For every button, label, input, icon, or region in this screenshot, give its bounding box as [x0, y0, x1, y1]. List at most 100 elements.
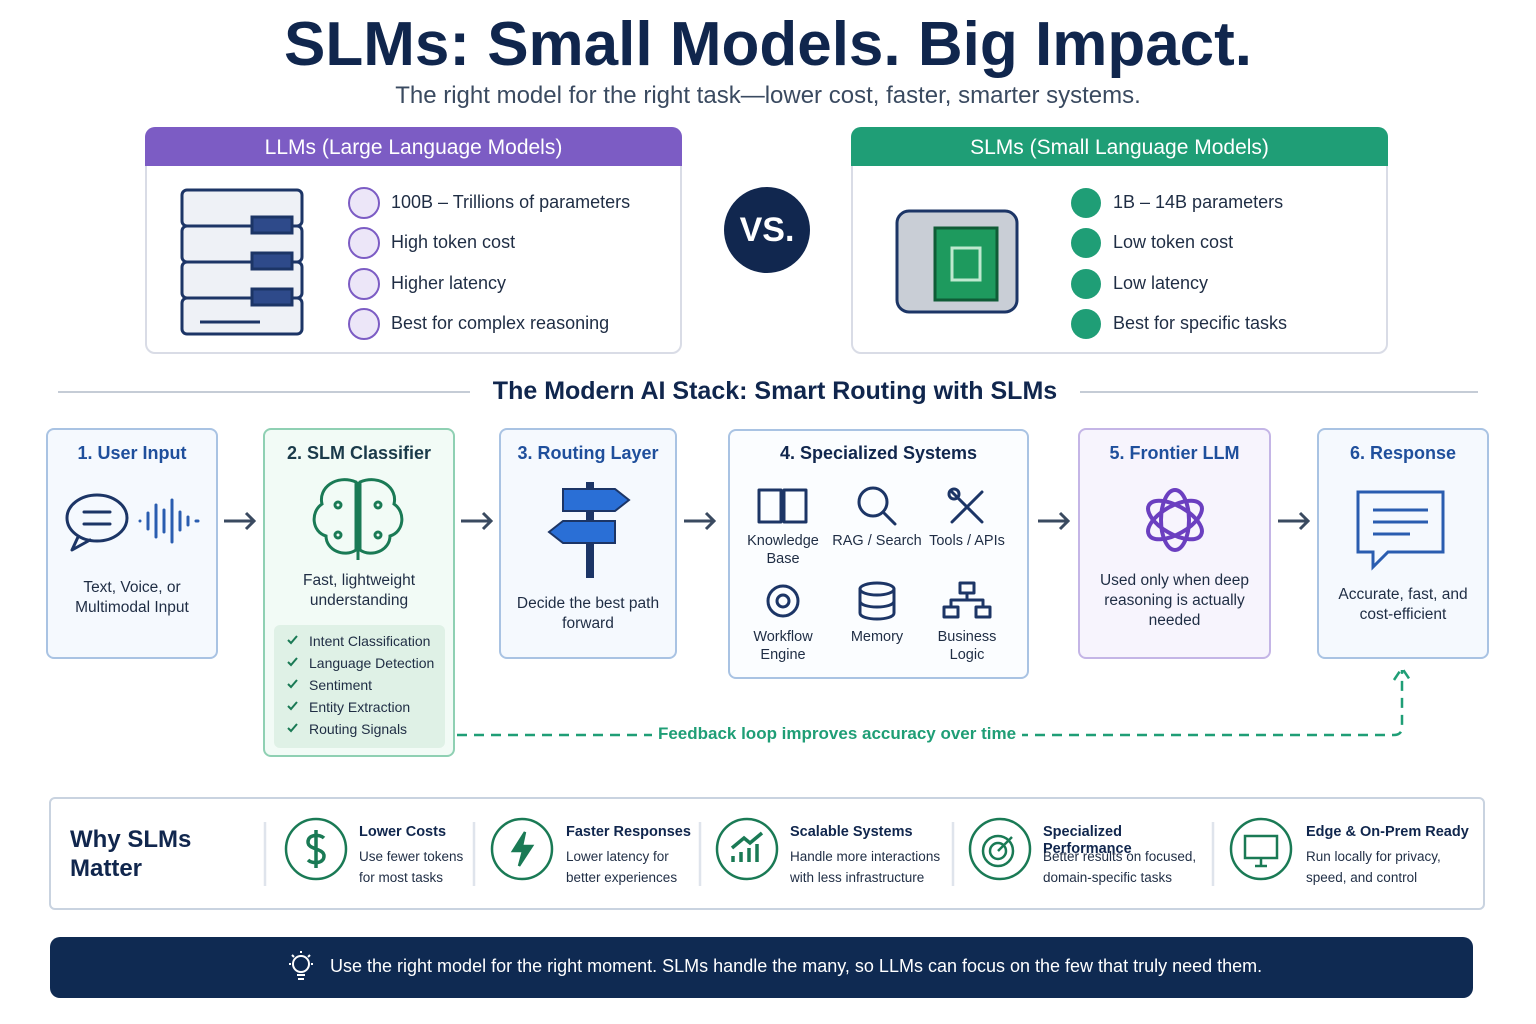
step-title: 3. Routing Layer	[517, 443, 659, 463]
checklist-box	[274, 625, 445, 748]
why-item-description: Run locally for privacy, speed, and cont…	[1306, 849, 1441, 885]
why-item-title: Lower Costs	[359, 824, 447, 840]
why-item-title: Faster Responses	[566, 824, 691, 840]
decoration	[949, 591, 985, 609]
check	[287, 657, 298, 667]
decoration	[250, 251, 294, 271]
decoration	[289, 951, 313, 980]
why-item-description: Use fewer tokens for most tasks	[359, 849, 464, 885]
system-label: Tools / APIs	[929, 533, 1005, 549]
decoration	[348, 187, 380, 219]
feature: 1B – 14B parameters	[1113, 192, 1284, 212]
decoration	[775, 593, 791, 609]
decoration	[287, 679, 298, 689]
check-icon	[286, 633, 300, 647]
card-title: SLMs (Small Language Models)	[970, 136, 1269, 159]
why-item-title: Scalable Systems	[790, 824, 913, 840]
decoration	[250, 215, 294, 235]
why-item-title: Specialized Performance	[1043, 824, 1132, 858]
decoration	[858, 587, 896, 621]
bulb-icon	[286, 950, 316, 984]
check	[287, 679, 298, 689]
signpost-icon	[547, 482, 631, 578]
section-title: The Modern AI Stack: Smart Routing with …	[470, 376, 1080, 406]
system-label: Business Logic	[937, 629, 997, 663]
decoration	[306, 830, 326, 868]
decoration	[1159, 488, 1191, 552]
decoration	[224, 511, 257, 531]
check	[287, 701, 298, 711]
feature: 100B – Trillions of parameters	[391, 192, 631, 212]
decoration	[968, 817, 1032, 881]
decoration	[1278, 511, 1311, 531]
dollar-icon	[296, 826, 336, 882]
decoration	[490, 817, 554, 881]
decoration	[1146, 498, 1204, 542]
step-description: Used only when deep reasoning is actuall…	[1099, 572, 1250, 629]
decoration	[715, 817, 779, 881]
decoration	[757, 488, 808, 524]
decoration	[250, 287, 294, 307]
decoration	[312, 478, 358, 555]
why-item-description: Better results on focused, domain-specif…	[1043, 849, 1197, 885]
decoration	[287, 635, 298, 645]
feature: Best for complex reasoning	[391, 313, 610, 333]
vs-badge	[724, 187, 810, 273]
card-title: LLMs (Large Language Models)	[264, 136, 563, 159]
decoration	[65, 493, 129, 543]
decoration	[562, 488, 631, 512]
decoration	[292, 955, 310, 973]
subtitle: The right model for the right task—lower…	[395, 82, 1141, 109]
system-icons	[757, 486, 992, 621]
title: SLMs: Small Models. Big Impact.	[283, 10, 1253, 79]
decoration	[263, 822, 1215, 886]
decoration	[70, 535, 92, 552]
decoration	[250, 215, 294, 307]
decoration	[1038, 511, 1071, 531]
input-icon	[65, 493, 200, 552]
decoration	[988, 841, 1008, 861]
decoration	[1243, 834, 1279, 860]
checklist-item: Routing Signals	[309, 721, 408, 737]
system-label: Knowledge Base	[747, 533, 819, 567]
brain-icon	[312, 478, 404, 560]
card-header	[145, 127, 682, 166]
decoration	[333, 530, 343, 540]
llm-icon	[1146, 488, 1204, 552]
decoration	[373, 530, 383, 540]
feature: Low latency	[1113, 273, 1209, 293]
vs-label: VS.	[739, 211, 795, 249]
step-box	[728, 429, 1029, 679]
dollar	[306, 830, 326, 868]
decoration	[333, 500, 343, 510]
why-title: Why SLMs Matter	[70, 826, 192, 882]
step-description: Fast, lightweight understanding	[303, 572, 415, 609]
decoration	[1229, 817, 1293, 881]
decoration	[981, 834, 1015, 868]
check-icon	[286, 721, 300, 735]
footer-text: Use the right model for the right moment…	[330, 956, 1263, 976]
decoration	[933, 226, 999, 302]
server-icon	[180, 188, 304, 336]
step-title: 1. User Input	[77, 443, 187, 463]
bulb	[289, 951, 313, 980]
decoration	[1255, 858, 1267, 868]
checklist-item: Intent Classification	[309, 633, 431, 649]
decoration	[138, 498, 200, 544]
feedback-loop	[457, 665, 1412, 737]
decoration	[858, 581, 896, 597]
decoration	[1071, 188, 1101, 218]
decoration	[287, 657, 298, 667]
check-icon	[286, 677, 300, 691]
feature-icons	[348, 187, 1101, 340]
check-icon	[286, 699, 300, 713]
decoration	[997, 836, 1013, 852]
decoration	[180, 296, 304, 336]
decoration	[766, 584, 800, 618]
why-item-title: Edge & On-Prem Ready	[1306, 824, 1469, 840]
why-item-description: Handle more interactions with less infra…	[790, 849, 941, 885]
decoration	[284, 817, 348, 881]
decoration	[373, 500, 383, 510]
